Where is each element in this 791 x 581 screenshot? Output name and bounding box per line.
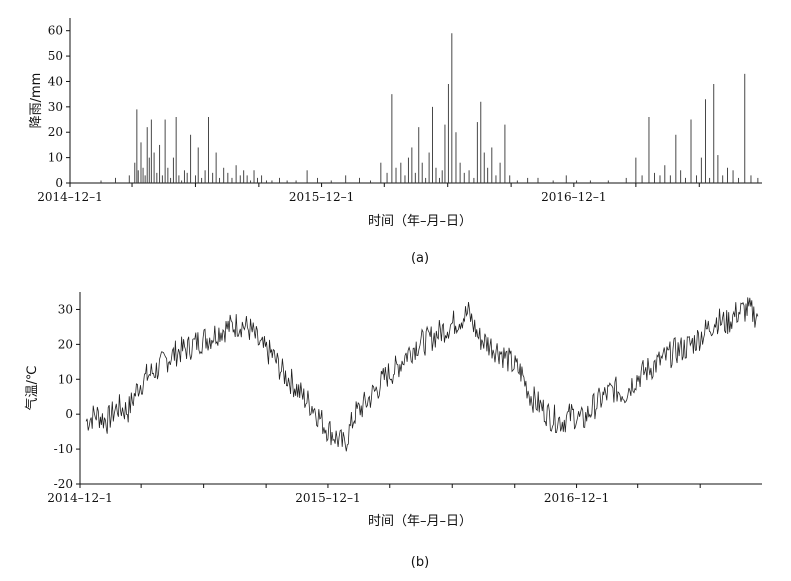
temperature-y-tick-label: -20 — [54, 477, 73, 491]
temperature-y-tick-label: 20 — [58, 337, 73, 351]
temperature-series-line — [85, 297, 759, 452]
temperature-y-tick-label: 10 — [58, 372, 73, 386]
rainfall-y-axis-title: 降雨/mm — [29, 73, 44, 129]
temperature-x-tick-label: 2014–12–1 — [47, 491, 112, 505]
rainfall-y-tick-label: 30 — [48, 100, 63, 114]
temperature-x-tick-label: 2016–12–1 — [544, 491, 609, 505]
temperature-x-axis-title: 时间（年–月–日） — [368, 514, 472, 529]
temperature-y-tick-label: 30 — [58, 302, 73, 316]
rainfall-y-tick-label: 60 — [48, 24, 63, 38]
rainfall-y-ticks: 0 10 20 30 40 50 60 — [48, 24, 70, 190]
temperature-panel-caption: (b) — [411, 555, 429, 570]
rainfall-y-tick-label: 40 — [48, 74, 63, 88]
temperature-y-tick-label: -10 — [54, 442, 73, 456]
rainfall-x-axis-title: 时间（年–月–日） — [368, 214, 472, 229]
temperature-y-tick-label: 0 — [65, 407, 73, 421]
rainfall-y-tick-label: 50 — [48, 49, 63, 63]
temperature-x-ticks: 2014–12–1 2015–12–1 2016–12–1 — [47, 484, 701, 505]
rainfall-x-tick-label: 2014–12–1 — [37, 190, 102, 204]
temperature-y-ticks: -20 -10 0 10 20 30 — [54, 302, 80, 491]
rainfall-panel: 0 10 20 30 40 50 60 2014–12–1 2015–12–1 2016–12–… — [29, 18, 762, 266]
rainfall-y-tick-label: 20 — [48, 125, 63, 139]
rainfall-bars — [100, 33, 759, 183]
rainfall-y-tick-label: 0 — [55, 176, 63, 190]
temperature-y-axis-title: 气温/℃ — [24, 366, 40, 411]
rainfall-y-tick-label: 10 — [48, 151, 63, 165]
temperature-x-tick-label: 2015–12–1 — [295, 491, 360, 505]
rainfall-panel-caption: (a) — [411, 251, 429, 266]
rainfall-x-ticks: 2014–12–1 2015–12–1 2016–12–1 — [37, 183, 700, 204]
temperature-panel: -20 -10 0 10 20 30 2014–12–1 2015–12–1 2016–12–… — [24, 292, 762, 570]
rainfall-x-tick-label: 2015–12–1 — [289, 190, 354, 204]
rainfall-x-tick-label: 2016–12–1 — [541, 190, 606, 204]
